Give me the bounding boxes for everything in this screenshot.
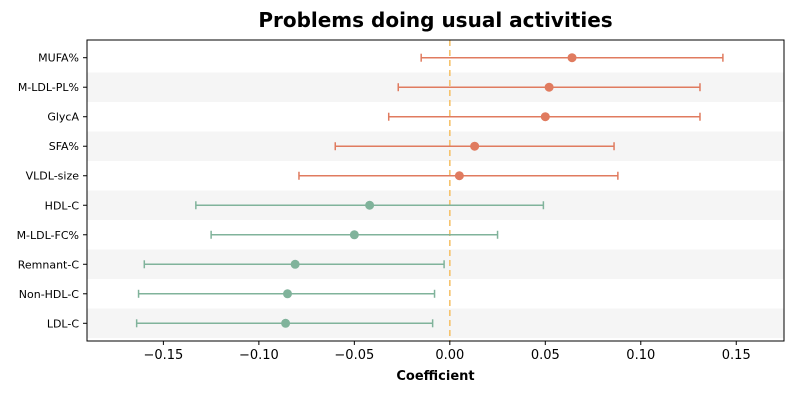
y-tick-label: LDL-C bbox=[47, 317, 80, 330]
y-tick-label: Non-HDL-C bbox=[19, 288, 80, 301]
x-tick-label: −0.05 bbox=[334, 348, 374, 363]
point-estimate bbox=[365, 200, 375, 210]
x-axis-label: Coefficient bbox=[396, 369, 474, 384]
y-tick-label: Remnant-C bbox=[18, 258, 80, 271]
point-estimate bbox=[349, 230, 359, 240]
point-estimate bbox=[567, 53, 577, 63]
y-tick-label: GlycA bbox=[47, 111, 79, 124]
x-tick-label: 0.05 bbox=[531, 348, 560, 363]
chart-title: Problems doing usual activities bbox=[258, 8, 613, 32]
point-estimate bbox=[540, 112, 550, 122]
point-estimate bbox=[470, 141, 480, 151]
x-tick-label: 0.00 bbox=[435, 348, 464, 363]
point-estimate bbox=[290, 259, 300, 269]
point-estimate bbox=[283, 289, 293, 299]
x-tick-label: 0.15 bbox=[722, 348, 751, 363]
x-axis: −0.15 −0.10 −0.05 0.00 0.05 0.10 0.15 bbox=[143, 341, 751, 363]
plot-frame bbox=[86, 39, 785, 342]
x-tick-label: 0.10 bbox=[626, 348, 655, 363]
y-tick-label: SFA% bbox=[49, 140, 79, 153]
y-tick-label: VLDL-size bbox=[26, 170, 80, 183]
point-estimates bbox=[281, 53, 577, 328]
y-axis: MUFA% M-LDL-PL% GlycA SFA% VLDL-size HDL-C M-L… bbox=[17, 52, 87, 330]
y-tick-label: MUFA% bbox=[38, 52, 79, 65]
x-tick-label: −0.15 bbox=[143, 348, 183, 363]
point-estimate bbox=[454, 171, 464, 181]
point-estimate bbox=[544, 82, 554, 92]
y-tick-label: M-LDL-PL% bbox=[18, 81, 79, 94]
point-estimate bbox=[281, 318, 291, 328]
y-tick-label: M-LDL-FC% bbox=[17, 229, 79, 242]
x-tick-label: −0.10 bbox=[239, 348, 279, 363]
y-tick-label: HDL-C bbox=[45, 199, 80, 212]
